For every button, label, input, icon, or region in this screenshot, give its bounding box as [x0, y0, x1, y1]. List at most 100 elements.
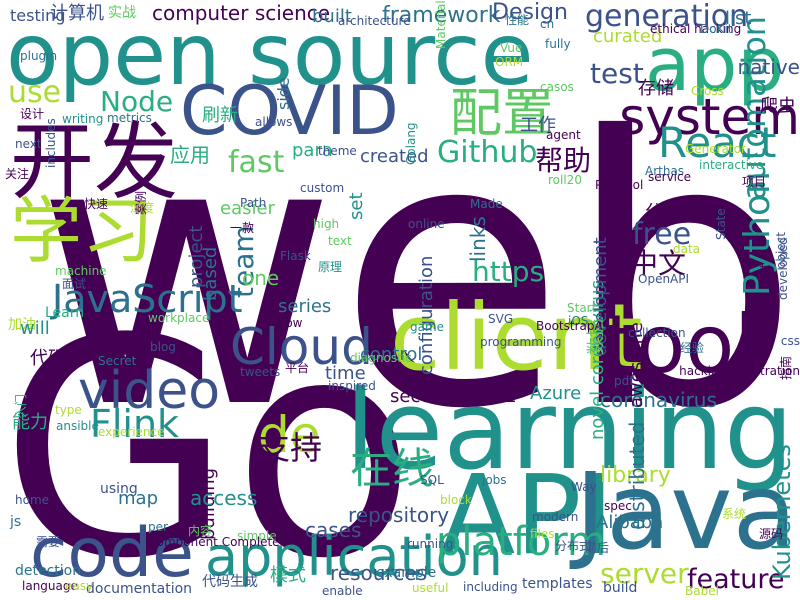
- cloud-word: 指南: [779, 355, 793, 380]
- cloud-word: 支持: [258, 429, 323, 467]
- cloud-word: 能力: [12, 412, 48, 433]
- cloud-word: component Complete: [150, 535, 280, 549]
- cloud-word: text: [328, 234, 352, 248]
- cloud-word: series: [278, 296, 332, 317]
- cloud-word: Flink: [90, 402, 180, 446]
- cloud-word: 代码生成: [202, 574, 258, 590]
- cloud-word: 快速: [84, 197, 109, 211]
- cloud-word: framework: [382, 3, 501, 28]
- cloud-word: 模式: [270, 565, 306, 586]
- cloud-word: 刷新: [202, 105, 238, 126]
- cloud-word: Vue: [500, 41, 523, 55]
- cloud-word: 项目: [742, 175, 767, 189]
- cloud-word: set: [346, 192, 367, 220]
- cloud-word: will: [20, 318, 50, 339]
- cloud-word: Golang: [404, 122, 418, 165]
- cloud-word: 性能: [505, 13, 530, 27]
- cloud-word: templates: [522, 576, 593, 592]
- cloud-word: DoKit: [700, 22, 733, 36]
- cloud-word: example: [376, 565, 437, 581]
- cloud-word: type: [55, 403, 82, 417]
- cloud-word: custom: [300, 181, 345, 195]
- cloud-word: para: [292, 140, 333, 161]
- cloud-word: Arthas: [645, 164, 685, 178]
- cloud-word: 表单: [370, 293, 395, 307]
- cloud-word: JavaScript: [52, 277, 243, 321]
- cloud-word: Java: [575, 451, 797, 573]
- cloud-word: 计算机: [50, 3, 104, 24]
- cloud-word: 分布式: [555, 539, 592, 553]
- cloud-word: SVG: [488, 312, 514, 326]
- cloud-word: 应用: [170, 143, 210, 167]
- cloud-word: Go: [0, 275, 417, 600]
- cloud-word: ethical hacking: [650, 22, 742, 36]
- cloud-word: metrics: [107, 111, 152, 125]
- cloud-word: programming: [480, 335, 562, 349]
- cloud-word: fast: [228, 145, 285, 180]
- cloud-word: 前后: [585, 541, 610, 555]
- cloud-word: language: [22, 579, 78, 593]
- cloud-word: allows: [255, 115, 293, 129]
- cloud-word: https: [472, 255, 545, 288]
- cloud-word: easy: [65, 579, 94, 593]
- cloud-word: hacking penetration: [679, 364, 800, 378]
- cloud-word: 学习: [10, 189, 155, 273]
- cloud-word: 实战: [108, 5, 136, 21]
- cloud-word: Flask: [280, 249, 311, 263]
- cloud-word: Babel: [685, 584, 719, 598]
- cloud-word: writing: [62, 112, 104, 126]
- cloud-word: using: [100, 481, 138, 497]
- cloud-word: experience: [98, 425, 165, 439]
- cloud-word: Secret: [98, 354, 137, 368]
- cloud-word: 帮助: [535, 144, 592, 177]
- cloud-word: computer science: [152, 1, 331, 25]
- cloud-word: game: [410, 320, 445, 334]
- cloud-word: Generator: [685, 142, 746, 156]
- cloud-word: generation: [585, 0, 749, 34]
- cloud-word: js: [10, 514, 22, 530]
- cloud-word: list: [725, 8, 752, 29]
- cloud-word: 分享: [645, 202, 681, 223]
- cloud-word: testing: [10, 6, 66, 25]
- cloud-word: 开发: [10, 113, 179, 211]
- cloud-word: 经验: [680, 341, 705, 355]
- cloud-word: documentation: [86, 581, 193, 597]
- cloud-word: plugin: [20, 49, 58, 63]
- cloud-word: css: [780, 334, 800, 348]
- cloud-word: theme: [318, 144, 357, 158]
- cloud-word: de: [258, 406, 321, 464]
- cloud-word: pdf: [614, 374, 634, 388]
- cloud-word: client: [390, 284, 643, 391]
- cloud-word: platform: [436, 519, 606, 565]
- cloud-word: 设计: [20, 107, 45, 121]
- cloud-word: includes: [44, 118, 58, 168]
- cloud-word: ansible: [56, 419, 99, 433]
- cloud-word: 系统: [722, 507, 747, 521]
- cloud-word: 深度: [130, 201, 155, 215]
- cloud-word: cn: [540, 17, 555, 31]
- cloud-word: easier: [220, 198, 275, 219]
- cloud-word: tool: [605, 298, 757, 391]
- cloud-word: Node: [100, 85, 174, 118]
- cloud-word: Cloud: [230, 318, 373, 376]
- cloud-word: 原理: [318, 260, 343, 274]
- cloud-word: control: [360, 344, 423, 365]
- cloud-word: machine: [55, 264, 107, 278]
- cloud-word: Github: [437, 135, 538, 170]
- cloud-word: native: [737, 55, 800, 79]
- cloud-word: 在线: [350, 444, 435, 493]
- cloud-word: HTML: [465, 386, 516, 407]
- cloud-word: detection: [15, 563, 82, 579]
- cloud-word: Azure: [530, 383, 582, 404]
- cloud-word: 配置: [450, 84, 555, 144]
- cloud-word: use: [8, 75, 62, 110]
- cloud-word: COVID: [180, 72, 399, 151]
- cloud-word: object: [774, 232, 788, 269]
- cloud-word: 代码: [30, 348, 66, 369]
- cloud-word: one: [242, 266, 280, 290]
- cloud-word: links: [466, 216, 490, 262]
- cloud-word: open source: [6, 5, 534, 105]
- cloud-word: 中文: [630, 247, 687, 280]
- cloud-word: Design: [492, 0, 568, 25]
